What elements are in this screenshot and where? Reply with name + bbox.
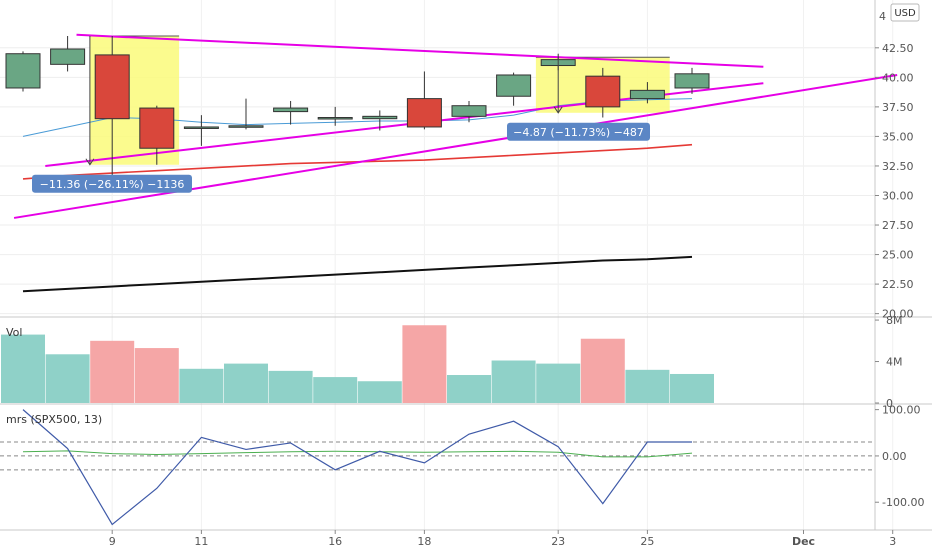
- volume-bar: [491, 360, 536, 403]
- price-tick-label: 40.00: [882, 71, 914, 84]
- price-tick-label: 32.50: [882, 160, 914, 173]
- indicator-pane-title: mrs (SPX500, 13): [6, 413, 102, 426]
- candle-body: [139, 107, 175, 149]
- volume-bar: [90, 340, 135, 403]
- measure-badge: [32, 174, 192, 193]
- price-tick-label: 42.50: [882, 42, 914, 55]
- candle: [183, 115, 219, 146]
- moving-average-black: [22, 255, 693, 293]
- candle-body: [674, 73, 710, 89]
- indicator-tick-label: 100.00: [882, 404, 921, 417]
- volume-pane-title: Vol: [6, 326, 22, 339]
- volume-bar: [357, 381, 402, 403]
- mrs-line: [22, 409, 692, 526]
- candle-body: [406, 98, 442, 128]
- price-tick-label: 22.50: [882, 278, 914, 291]
- volume-bar: [580, 338, 625, 403]
- volume-tick-label: 0: [886, 397, 893, 410]
- candle-body: [228, 125, 264, 128]
- candle-body: [317, 117, 353, 120]
- volume-bar: [536, 363, 581, 403]
- time-tick-label: 25: [640, 535, 654, 548]
- price-tick-label: 27.50: [882, 219, 914, 232]
- candle-body: [50, 48, 86, 65]
- measure-badge: [507, 122, 650, 141]
- candle: [362, 110, 398, 131]
- candle-body: [94, 54, 130, 120]
- time-tick-label: 23: [551, 535, 565, 548]
- volume-bar: [670, 373, 714, 403]
- candle-body: [362, 115, 398, 120]
- candle-body: [273, 107, 309, 113]
- mrs-indicator: [0, 409, 875, 526]
- volume-bar: [134, 348, 179, 403]
- candle-body: [451, 105, 487, 117]
- time-tick-label: 18: [417, 535, 431, 548]
- price-tick-label: 25.00: [882, 249, 914, 262]
- indicator-tick-label: -100.00: [882, 496, 924, 509]
- volume-bar: [224, 363, 268, 403]
- candle-body: [5, 53, 41, 89]
- measure-arrow-head: [85, 158, 95, 166]
- time-tick-label: 3: [889, 535, 896, 548]
- time-tick-label: 16: [328, 535, 342, 548]
- volume-bar: [45, 354, 90, 403]
- time-tick-label: 11: [194, 535, 208, 548]
- candle: [674, 67, 710, 94]
- candle: [451, 100, 487, 123]
- measure-arrow-head: [553, 106, 563, 114]
- currency-selector[interactable]: USD: [890, 3, 920, 22]
- price-tick-label: 37.50: [882, 101, 914, 114]
- candle: [496, 72, 532, 106]
- price-tick-label: 30.00: [882, 189, 914, 202]
- price-tick-label: 20.00: [882, 308, 914, 321]
- volume-tick-label: 4M: [886, 356, 903, 369]
- volume-bar: [402, 325, 447, 403]
- candle-body: [496, 74, 532, 97]
- volume-bar: [179, 368, 224, 403]
- range-measurements: −11.36 (−26.11%) −1136 −4.87 (−11.73%) −4…: [32, 35, 650, 193]
- candle: [629, 82, 665, 104]
- candle: [273, 100, 309, 125]
- volume-tick-label: 8M: [886, 314, 903, 327]
- candle: [228, 98, 264, 130]
- mrs-signal-line: [22, 450, 693, 458]
- axes: 42.5040.0037.5035.0032.5030.0027.5025.00…: [109, 42, 925, 548]
- candle: [585, 67, 621, 118]
- price-tick-label: 35.00: [882, 130, 914, 143]
- volume-bar: [1, 334, 45, 403]
- candle: [139, 105, 175, 165]
- volume-bar: [268, 370, 313, 403]
- candle-body: [629, 89, 665, 100]
- volume-bar: [625, 369, 670, 403]
- trendline: [76, 33, 764, 68]
- candle-body: [585, 75, 621, 108]
- price-axis-top-label: 4: [879, 10, 886, 23]
- volume-bars: [1, 325, 714, 403]
- time-tick-label: Dec: [792, 535, 815, 548]
- trendline: [13, 73, 898, 219]
- measure-label: −4.87 (−11.73%) −487: [513, 126, 644, 139]
- candle: [5, 51, 41, 92]
- candle-body: [183, 126, 219, 129]
- indicator-tick-label: 0.00: [882, 450, 907, 463]
- candle: [50, 35, 86, 72]
- currency-label: USD: [894, 8, 916, 19]
- volume-bar: [313, 377, 358, 403]
- date-range-highlights: [89, 35, 670, 165]
- time-tick-label: 9: [109, 535, 116, 548]
- volume-bar: [447, 375, 491, 403]
- candle: [94, 35, 130, 177]
- candle: [406, 71, 442, 130]
- candle: [317, 106, 353, 126]
- measure-label: −11.36 (−26.11%) −1136: [40, 178, 185, 191]
